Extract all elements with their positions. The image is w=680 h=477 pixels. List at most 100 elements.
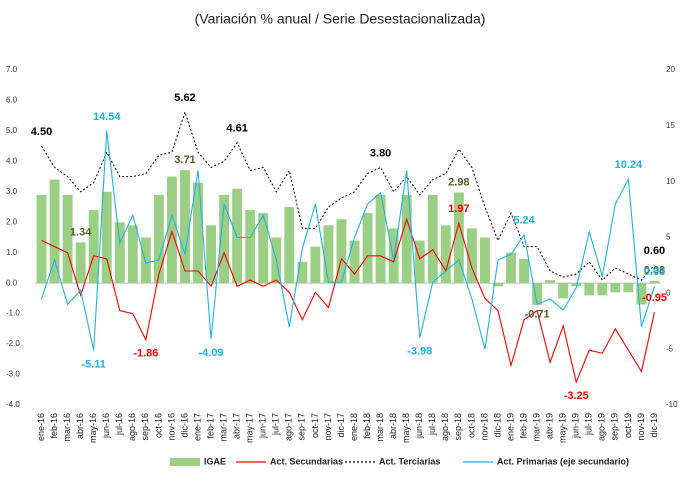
- bar: [88, 210, 99, 284]
- data-label: 10.24: [615, 159, 643, 171]
- x-tick-label: ene-18: [349, 413, 359, 441]
- y-tick-label: -1.0: [6, 309, 20, 318]
- bar: [519, 258, 530, 284]
- bar: [388, 228, 399, 284]
- x-tick-label: may-17: [245, 413, 255, 443]
- bar: [323, 225, 334, 284]
- x-tick-label: abr-19: [545, 413, 555, 439]
- x-tick-label: mar-19: [531, 413, 541, 442]
- bar: [493, 283, 503, 287]
- bar: [336, 219, 347, 284]
- data-label: -0.95: [642, 292, 667, 304]
- data-label: 1.34: [70, 226, 92, 238]
- x-tick-label: may-16: [88, 413, 98, 443]
- bar: [310, 246, 321, 284]
- bar: [193, 182, 203, 284]
- x-tick-label: may-18: [401, 413, 411, 443]
- y2-tick-label: -5: [666, 344, 674, 353]
- line: [41, 110, 655, 281]
- legend-label: Act. Primarias (eje secundario): [497, 456, 629, 466]
- bar: [623, 283, 634, 293]
- legend-label: Act. Terciarias: [379, 456, 440, 466]
- y2-tick-label: 0: [666, 288, 671, 297]
- bar: [558, 283, 569, 299]
- x-tick-label: oct-18: [466, 413, 476, 438]
- bar: [545, 280, 556, 284]
- y2-tick-label: 10: [666, 177, 675, 186]
- x-tick-label: nov-18: [479, 413, 489, 441]
- data-label: -4.09: [199, 347, 224, 359]
- bar: [636, 283, 647, 305]
- data-label: 0.63: [644, 266, 665, 278]
- x-tick-label: feb-18: [362, 413, 372, 439]
- data-label: 4.61: [226, 123, 247, 135]
- y-tick-label: 7.0: [6, 65, 18, 74]
- bar: [414, 240, 425, 284]
- y-tick-label: -2.0: [6, 339, 20, 348]
- x-tick-label: jun-16: [101, 413, 111, 439]
- bar: [101, 191, 112, 284]
- data-label: 0.60: [644, 245, 665, 257]
- bar: [75, 242, 86, 284]
- bar: [297, 261, 308, 284]
- x-tick-label: dic-17: [336, 413, 346, 438]
- y2-tick-label: -10: [666, 400, 678, 409]
- data-label: 0.08: [644, 265, 665, 277]
- bar: [584, 283, 595, 296]
- x-tick-label: sep-16: [140, 413, 150, 441]
- bar: [206, 225, 217, 284]
- bar: [232, 188, 243, 284]
- y-tick-label: -4.0: [6, 400, 20, 409]
- y-tick-label: 1.0: [6, 248, 18, 257]
- x-tick-label: dic-19: [649, 413, 659, 438]
- y-tick-label: 2.0: [6, 217, 18, 226]
- data-label: 3.80: [370, 147, 391, 159]
- x-tick-label: oct-16: [153, 413, 163, 438]
- x-tick-label: abr-17: [232, 413, 242, 439]
- bar: [49, 179, 60, 284]
- bar: [506, 252, 516, 284]
- x-tick-label: ene-16: [36, 413, 46, 441]
- bar: [427, 194, 438, 284]
- x-tick-label: jun-17: [258, 413, 268, 439]
- x-tick-label: oct-19: [623, 413, 633, 438]
- x-tick-label: sep-17: [297, 413, 307, 441]
- x-tick-label: ago-16: [127, 413, 137, 441]
- bar: [153, 194, 164, 284]
- bar: [375, 194, 386, 284]
- x-tick-label: dic-18: [492, 413, 502, 438]
- bar: [245, 210, 256, 284]
- x-tick-label: ene-17: [192, 413, 202, 441]
- legend-swatch: [170, 458, 200, 466]
- data-label: 14.54: [93, 111, 121, 123]
- bar: [610, 283, 621, 293]
- x-tick-label: ene-19: [505, 413, 515, 441]
- x-tick-label: jul-19: [584, 413, 594, 436]
- data-label: 3.71: [174, 154, 195, 166]
- x-tick-label: jul-17: [271, 413, 281, 436]
- x-tick-label: feb-17: [205, 413, 215, 439]
- bar: [453, 192, 464, 284]
- bar: [258, 213, 269, 284]
- bar: [649, 280, 660, 284]
- data-label: 1.97: [448, 203, 469, 215]
- bar: [532, 283, 543, 305]
- data-label: 5.62: [174, 92, 195, 104]
- data-label: -3.25: [564, 390, 589, 402]
- y2-tick-label: 15: [666, 121, 675, 130]
- bar: [479, 237, 490, 284]
- data-label: -5.11: [81, 358, 105, 370]
- x-tick-label: abr-16: [75, 413, 85, 439]
- x-tick-label: mar-16: [62, 413, 72, 442]
- x-tick-label: jun-19: [571, 413, 581, 439]
- bar: [62, 194, 73, 284]
- line: [41, 217, 656, 384]
- legend-label: Act. Secundarias: [270, 456, 343, 466]
- chart-title: (Variación % anual / Serie Desestacional…: [195, 11, 486, 27]
- bar: [180, 170, 190, 284]
- data-label: -1.86: [133, 348, 158, 360]
- bar: [140, 237, 151, 284]
- line: [40, 130, 656, 351]
- y2-tick-label: 20: [666, 65, 675, 74]
